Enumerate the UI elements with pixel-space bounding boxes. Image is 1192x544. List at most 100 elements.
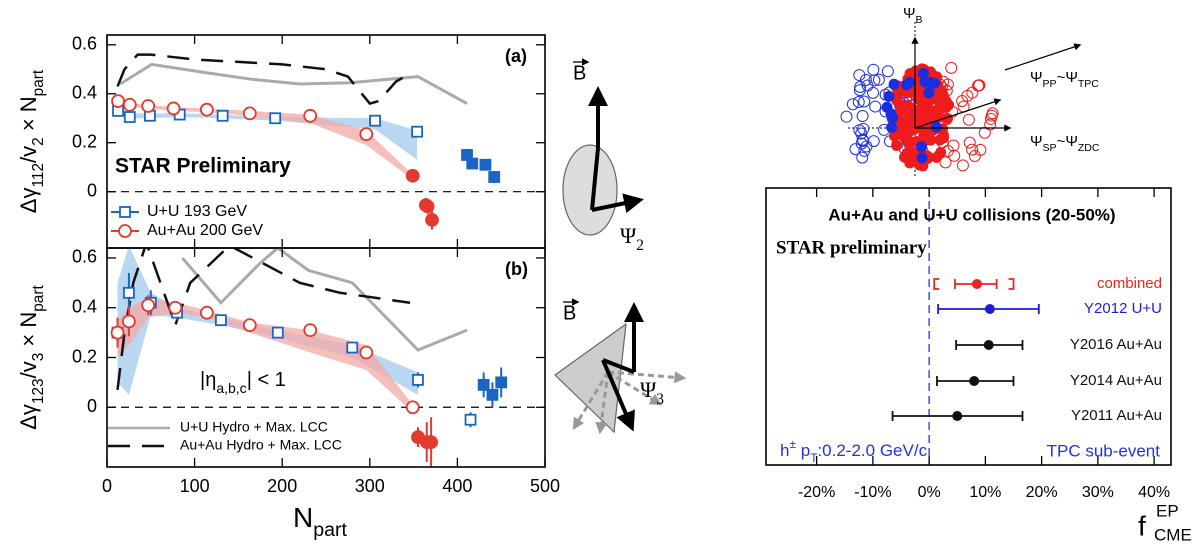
- particle: [919, 76, 931, 88]
- psi3-label-part: 3: [656, 391, 664, 408]
- y-axis-label-part: /v: [16, 361, 41, 378]
- data-point: [969, 376, 980, 386]
- x-axis-label-part: N: [293, 502, 313, 533]
- data-point: [199, 102, 214, 117]
- data-point: [971, 279, 982, 289]
- particle: [939, 156, 952, 169]
- particle: [923, 87, 935, 99]
- particle: [896, 103, 908, 115]
- data-point: [123, 286, 135, 299]
- particle: [903, 77, 915, 89]
- psi-sp-label-part: SP: [1043, 142, 1057, 154]
- particle: [858, 95, 871, 108]
- y-axis-label: Δγ112/v2 × Npart: [16, 69, 47, 213]
- data-point: [168, 300, 183, 315]
- particle: [972, 79, 985, 92]
- panel-label: (b): [505, 259, 528, 279]
- particle: [916, 141, 928, 153]
- cloud-arrows: [911, 36, 1082, 132]
- particle: [846, 98, 859, 111]
- psi-b-label-part: B: [916, 14, 923, 26]
- particle: [867, 63, 880, 76]
- particle: [929, 77, 941, 89]
- psi-pp-label-part: TPC: [1078, 78, 1099, 90]
- y-tick-label: 0.2: [72, 346, 97, 366]
- legend-swatch: [119, 206, 131, 218]
- annotation: TPC sub-event: [1047, 441, 1161, 460]
- data-point: [411, 125, 424, 138]
- legend-label: Au+Au 200 GeV: [147, 222, 263, 239]
- particle: [886, 121, 898, 133]
- x-tick-label: 40%: [1138, 484, 1170, 501]
- chart-title: Au+Au and U+U collisions (20-50%): [828, 205, 1115, 224]
- diagram-psi2: [562, 58, 644, 236]
- y-tick-label: 0: [87, 180, 97, 200]
- data-point: [346, 341, 359, 354]
- uncertainty-band: [118, 106, 418, 160]
- y-tick-label: 0.6: [72, 34, 97, 54]
- row-label: Y2012 U+U: [1084, 300, 1162, 317]
- plot-area: [107, 53, 545, 230]
- data-point: [405, 400, 420, 415]
- x-tick-label: 500: [530, 476, 560, 496]
- b-label: B: [563, 302, 576, 324]
- particle: [883, 90, 895, 102]
- data-point: [425, 212, 439, 227]
- systematic-bracket: [1008, 278, 1015, 290]
- data-point: [479, 158, 492, 171]
- row-label: combined: [1097, 275, 1162, 292]
- annotation-part: :0.2-2.0 GeV/c: [817, 441, 927, 460]
- particle: [956, 159, 969, 172]
- x-tick-label: -10%: [854, 484, 891, 501]
- x-tick-label: 0: [102, 476, 112, 496]
- y-axis-label-part: 123: [30, 378, 47, 404]
- annotation-part: T: [810, 451, 817, 465]
- particle: [869, 100, 882, 113]
- particle: [888, 78, 900, 90]
- particle: [872, 73, 885, 86]
- particle: [840, 110, 853, 123]
- row-label: Y2016 Au+Au: [1070, 336, 1162, 353]
- data-point: [111, 94, 125, 109]
- x-tick-label: 400: [442, 476, 472, 496]
- particle: [937, 129, 949, 141]
- data-point: [303, 323, 318, 338]
- data-point: [214, 314, 227, 327]
- legend-label: U+U Hydro + Max. LCC: [180, 419, 328, 435]
- model-line: [116, 53, 410, 105]
- systematic-bracket: [933, 278, 940, 290]
- data-point: [466, 157, 479, 170]
- x-axis-label: Npart: [293, 502, 348, 541]
- particle: [891, 139, 903, 151]
- data-point: [424, 435, 439, 450]
- data-point: [488, 171, 501, 183]
- data-point: [269, 112, 282, 125]
- y-tick-label: 0.6: [72, 247, 97, 267]
- particle: [945, 61, 958, 74]
- y-axis-label-part: 2: [30, 137, 47, 146]
- y-axis-label-part: × N: [16, 96, 41, 137]
- annotation-part: p: [796, 441, 810, 460]
- annotation: h± pT:0.2-2.0 GeV/c: [780, 437, 928, 465]
- data-point: [405, 168, 420, 183]
- y-axis-label-part: /v: [16, 146, 41, 163]
- y-axis-label-part: Δγ: [16, 404, 41, 430]
- data-point: [359, 127, 374, 142]
- data-point: [166, 101, 181, 116]
- annotation-part: a,b,c: [216, 380, 246, 396]
- data-point: [486, 388, 499, 401]
- particle: [854, 80, 867, 93]
- y-axis-label-part: 112: [30, 163, 47, 188]
- annotation-part: | < 1: [247, 369, 286, 391]
- particle: [852, 96, 865, 109]
- x-tick-label: 0%: [918, 484, 941, 501]
- data-point: [495, 376, 508, 389]
- data-point: [984, 304, 995, 314]
- psi-pp-label-part: PP: [1043, 78, 1057, 90]
- data-point: [122, 97, 137, 112]
- data-point: [412, 373, 424, 386]
- psi-sp-label-part: Ψ: [1030, 133, 1043, 150]
- particle: [978, 126, 991, 139]
- data-point: [952, 411, 963, 421]
